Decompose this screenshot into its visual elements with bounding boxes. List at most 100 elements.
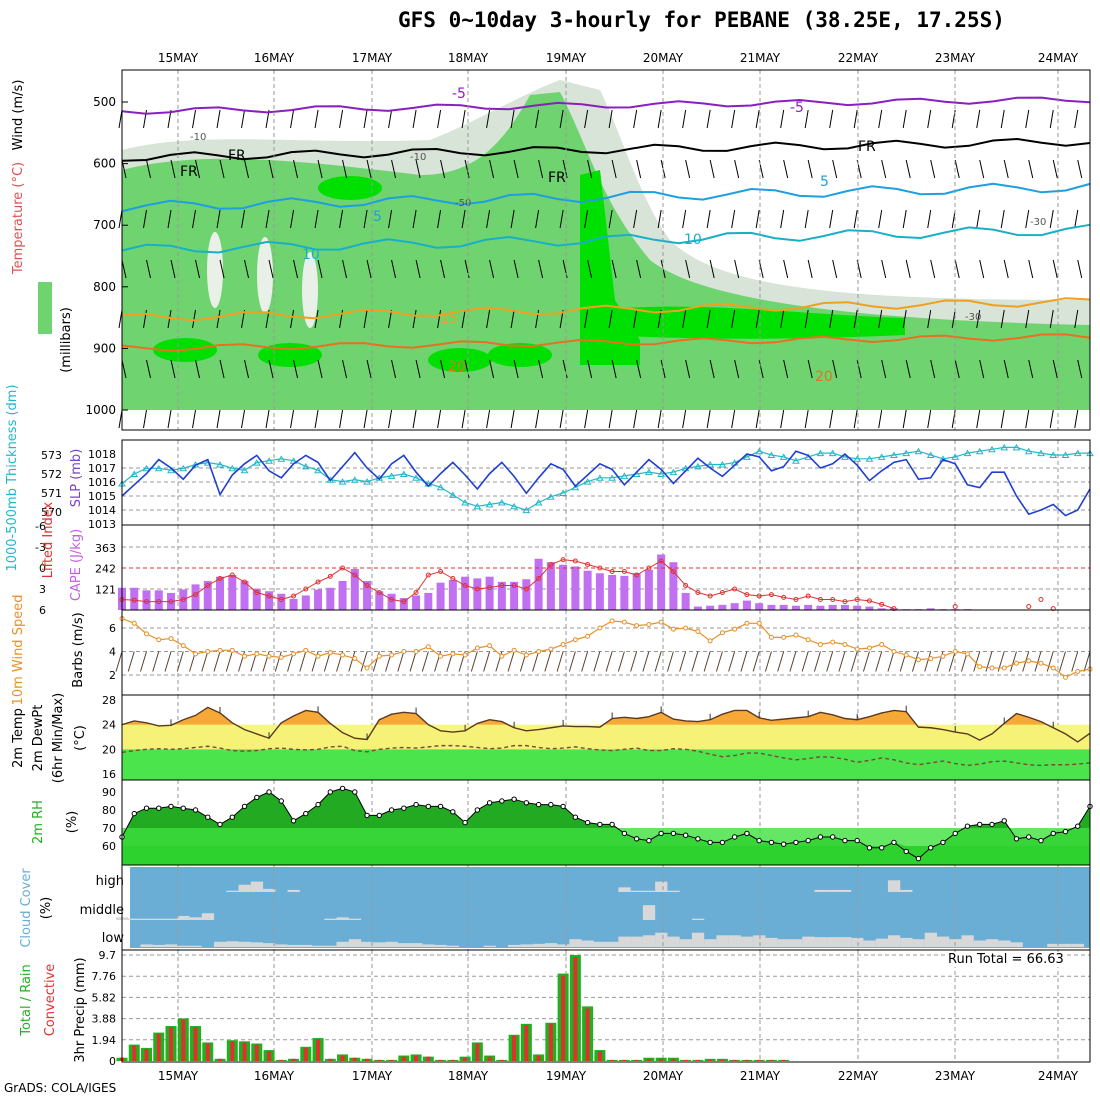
wind-barb [146, 359, 151, 379]
wind-barb [755, 109, 760, 129]
precip-convective-bar [646, 1058, 651, 1061]
lifted-index-point [842, 599, 848, 605]
wind-speed-point [1062, 674, 1068, 680]
cape-bar [326, 587, 335, 610]
wind-barb [911, 651, 919, 672]
precip-convective-bar [267, 1051, 272, 1061]
wind-barb [412, 409, 417, 429]
wind-barb [642, 651, 650, 672]
wind-barb [314, 109, 319, 129]
wind-barb [342, 259, 348, 279]
precip-convective-bar [695, 1059, 700, 1061]
cloud-bar [177, 915, 190, 920]
wind-barb [366, 159, 372, 179]
wind-barb [608, 209, 613, 229]
rh-point [977, 821, 983, 828]
rh-point [143, 805, 150, 811]
precip-convective-bar [720, 1059, 725, 1061]
cloud-bar [924, 932, 938, 947]
wind-barb [801, 651, 809, 672]
thickness-point [448, 491, 457, 498]
rh-point [548, 801, 554, 808]
wind-barb [1074, 109, 1079, 129]
wind-barb [979, 359, 985, 379]
wind-barb [412, 309, 417, 329]
cape-bar [889, 608, 898, 610]
wind-tick-label: 2 [109, 669, 116, 682]
wind-barb [1077, 359, 1083, 379]
lifted-index-point [291, 593, 297, 599]
thickness-point [926, 451, 935, 458]
date-label-bottom: 24MAY [1038, 1069, 1079, 1083]
thickness-point [154, 464, 163, 472]
wind-barb [924, 651, 932, 672]
wind-barb [115, 651, 123, 672]
thickness-point [559, 489, 567, 496]
wind-barb [170, 259, 176, 279]
date-label-top: 16MAY [254, 51, 295, 65]
date-label-bottom: 17MAY [352, 1069, 393, 1083]
rh-point [731, 834, 738, 840]
cloud-bar [826, 937, 839, 947]
wind-speed-point [266, 653, 272, 659]
wind-barb [731, 109, 736, 129]
cape-bar [473, 578, 482, 610]
wind-barb [388, 309, 393, 329]
lifted-index-point [609, 569, 615, 574]
rh-point [560, 803, 566, 810]
precip-convective-bar [352, 1057, 357, 1061]
wind-barb [1000, 209, 1005, 229]
wind-barb [1034, 651, 1042, 672]
lifted-index-point [462, 583, 468, 588]
lifted-index-point [646, 565, 652, 571]
wind-barb [902, 209, 907, 229]
wind-barb [706, 209, 711, 229]
cape-bar [681, 592, 690, 610]
wind-barb [510, 109, 515, 129]
thickness-point [988, 445, 996, 453]
wind-barb [268, 259, 274, 279]
lifted-index-point [401, 599, 407, 605]
wind-barb [813, 651, 821, 672]
wind-speed-point [450, 651, 456, 657]
precip-convective-bar [744, 1059, 749, 1061]
rh-point [474, 807, 481, 813]
wind-barb [685, 259, 691, 279]
rh-point [964, 823, 971, 829]
wind-barb [706, 409, 711, 429]
rh-band [122, 828, 1090, 846]
wind-barb [290, 209, 295, 229]
rh-point [719, 839, 726, 846]
wind-barb [976, 109, 981, 129]
precip-convective-bar [340, 1055, 345, 1061]
wind-barb [241, 109, 246, 129]
cape-bar [289, 598, 298, 610]
wind-barb [740, 651, 748, 672]
cape-bar [706, 605, 715, 610]
cloud-bar [483, 945, 496, 947]
wind-barb [170, 359, 176, 379]
wind-barb [927, 109, 932, 129]
precip-convective-bar [414, 1055, 419, 1061]
wind-barb [363, 209, 368, 229]
wind-speed-point [156, 637, 162, 643]
wind-barb [363, 409, 368, 429]
rh-point [842, 837, 848, 844]
lifted-index-point [474, 586, 480, 592]
wind-barb [268, 159, 274, 179]
wind-speed-point [511, 647, 517, 653]
wind-barb [544, 651, 552, 672]
cloud-bar [569, 939, 582, 947]
precip-convective-bar [659, 1058, 664, 1061]
temperature-contour [121, 182, 1091, 213]
thickness-point [743, 453, 751, 460]
contour-label: 5 [373, 209, 382, 225]
cape-bar [203, 580, 212, 610]
date-label-top: 24MAY [1038, 51, 1079, 65]
lifted-index-point [131, 597, 137, 603]
wind-speed-point [1001, 665, 1007, 671]
thickness-point [1000, 443, 1009, 451]
thickness-point [657, 470, 666, 477]
date-label-bottom: 18MAY [448, 1069, 489, 1083]
rh-point [315, 801, 321, 808]
